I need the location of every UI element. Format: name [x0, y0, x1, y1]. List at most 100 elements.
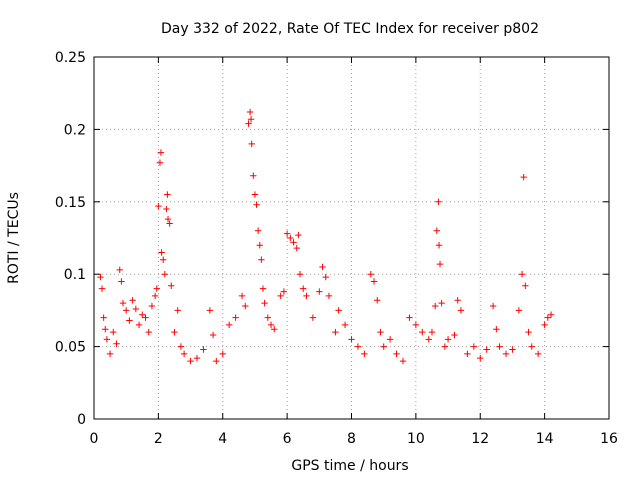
data-point — [541, 321, 548, 329]
data-point — [187, 357, 194, 365]
data-point — [528, 343, 535, 350]
y-tick-label: 0.05 — [55, 340, 86, 356]
x-tick-label: 14 — [536, 431, 554, 447]
data-point — [309, 314, 317, 321]
y-tick-label: 0.25 — [55, 50, 86, 66]
data-point — [502, 350, 510, 358]
data-point — [361, 350, 368, 358]
data-point — [544, 314, 552, 321]
data-point — [193, 354, 201, 362]
x-axis: 0 2 4 6 8 10 12 14 16 — [90, 57, 618, 447]
data-point — [148, 302, 156, 310]
data-point — [300, 285, 307, 292]
data-point — [139, 311, 146, 318]
x-tick-label: 6 — [283, 431, 292, 447]
data-point — [451, 331, 458, 339]
data-point — [251, 191, 259, 198]
data-point — [277, 292, 284, 300]
data-point — [171, 328, 178, 336]
data-point — [100, 314, 107, 321]
chart-title: Day 332 of 2022, Rate Of TEC Index for r… — [161, 21, 539, 37]
data-point — [253, 201, 260, 208]
data-point — [118, 278, 125, 285]
data-point — [370, 278, 378, 285]
data-point — [246, 108, 254, 116]
data-point — [103, 336, 111, 343]
data-point — [102, 326, 109, 333]
data-point — [380, 343, 387, 350]
data-point — [267, 321, 275, 329]
data-point — [431, 302, 439, 310]
data-point — [258, 256, 265, 263]
x-tick-label: 10 — [407, 431, 425, 447]
data-point — [325, 292, 333, 300]
y-tick-label: 0 — [77, 412, 86, 428]
data-point — [438, 299, 445, 307]
data-point — [470, 343, 478, 350]
data-point — [142, 314, 149, 321]
data-point — [129, 297, 136, 304]
data-point — [322, 273, 329, 281]
data-point — [219, 350, 226, 358]
y-axis: 0 0.05 0.1 0.15 0.2 0.25 — [55, 50, 609, 428]
data-point — [166, 220, 173, 227]
data-point — [425, 336, 432, 343]
data-point — [156, 159, 164, 166]
data-point — [290, 239, 297, 246]
data-point — [209, 331, 217, 339]
data-point — [496, 343, 503, 350]
data-point — [164, 191, 171, 198]
data-point — [287, 234, 294, 242]
data-point — [293, 244, 300, 252]
data-point — [433, 227, 440, 234]
data-point — [110, 328, 117, 336]
data-point — [295, 231, 302, 239]
data-point — [225, 321, 233, 329]
data-point — [393, 350, 400, 358]
data-point — [296, 271, 304, 278]
data-point — [483, 346, 490, 353]
data-point — [116, 266, 123, 274]
data-point — [335, 307, 342, 314]
data-point — [316, 288, 323, 295]
data-point — [213, 357, 220, 365]
x-tick-label: 0 — [90, 431, 99, 447]
data-point — [119, 299, 127, 307]
data-point — [522, 282, 529, 289]
data-point — [271, 326, 278, 333]
data-point — [386, 336, 394, 343]
data-point — [232, 314, 239, 321]
data-point — [113, 340, 120, 347]
data-point — [399, 357, 407, 365]
data-point — [264, 314, 272, 321]
data-point — [254, 227, 262, 234]
data-point — [303, 292, 310, 300]
data-point — [180, 350, 188, 358]
data-point — [332, 328, 339, 336]
data-point — [261, 299, 268, 307]
data-point — [518, 271, 526, 278]
data-point — [354, 343, 362, 350]
data-point — [509, 346, 516, 353]
y-tick-label: 0.1 — [64, 267, 86, 283]
data-point — [419, 328, 426, 336]
data-point — [348, 336, 355, 343]
x-tick-label: 4 — [218, 431, 227, 447]
data-point — [247, 116, 255, 123]
data-point — [283, 230, 291, 237]
x-tick-label: 12 — [471, 431, 489, 447]
data-point — [435, 242, 443, 249]
data-point — [158, 249, 165, 256]
x-tick-label: 16 — [600, 431, 618, 447]
data-point — [126, 317, 133, 324]
data-point — [177, 343, 185, 350]
data-point — [164, 215, 172, 223]
data-point — [200, 346, 207, 353]
data-point — [525, 328, 532, 336]
data-point — [341, 321, 349, 329]
y-tick-label: 0.2 — [64, 122, 86, 138]
data-point — [250, 172, 257, 179]
data-point — [106, 350, 114, 358]
data-point — [242, 302, 249, 310]
